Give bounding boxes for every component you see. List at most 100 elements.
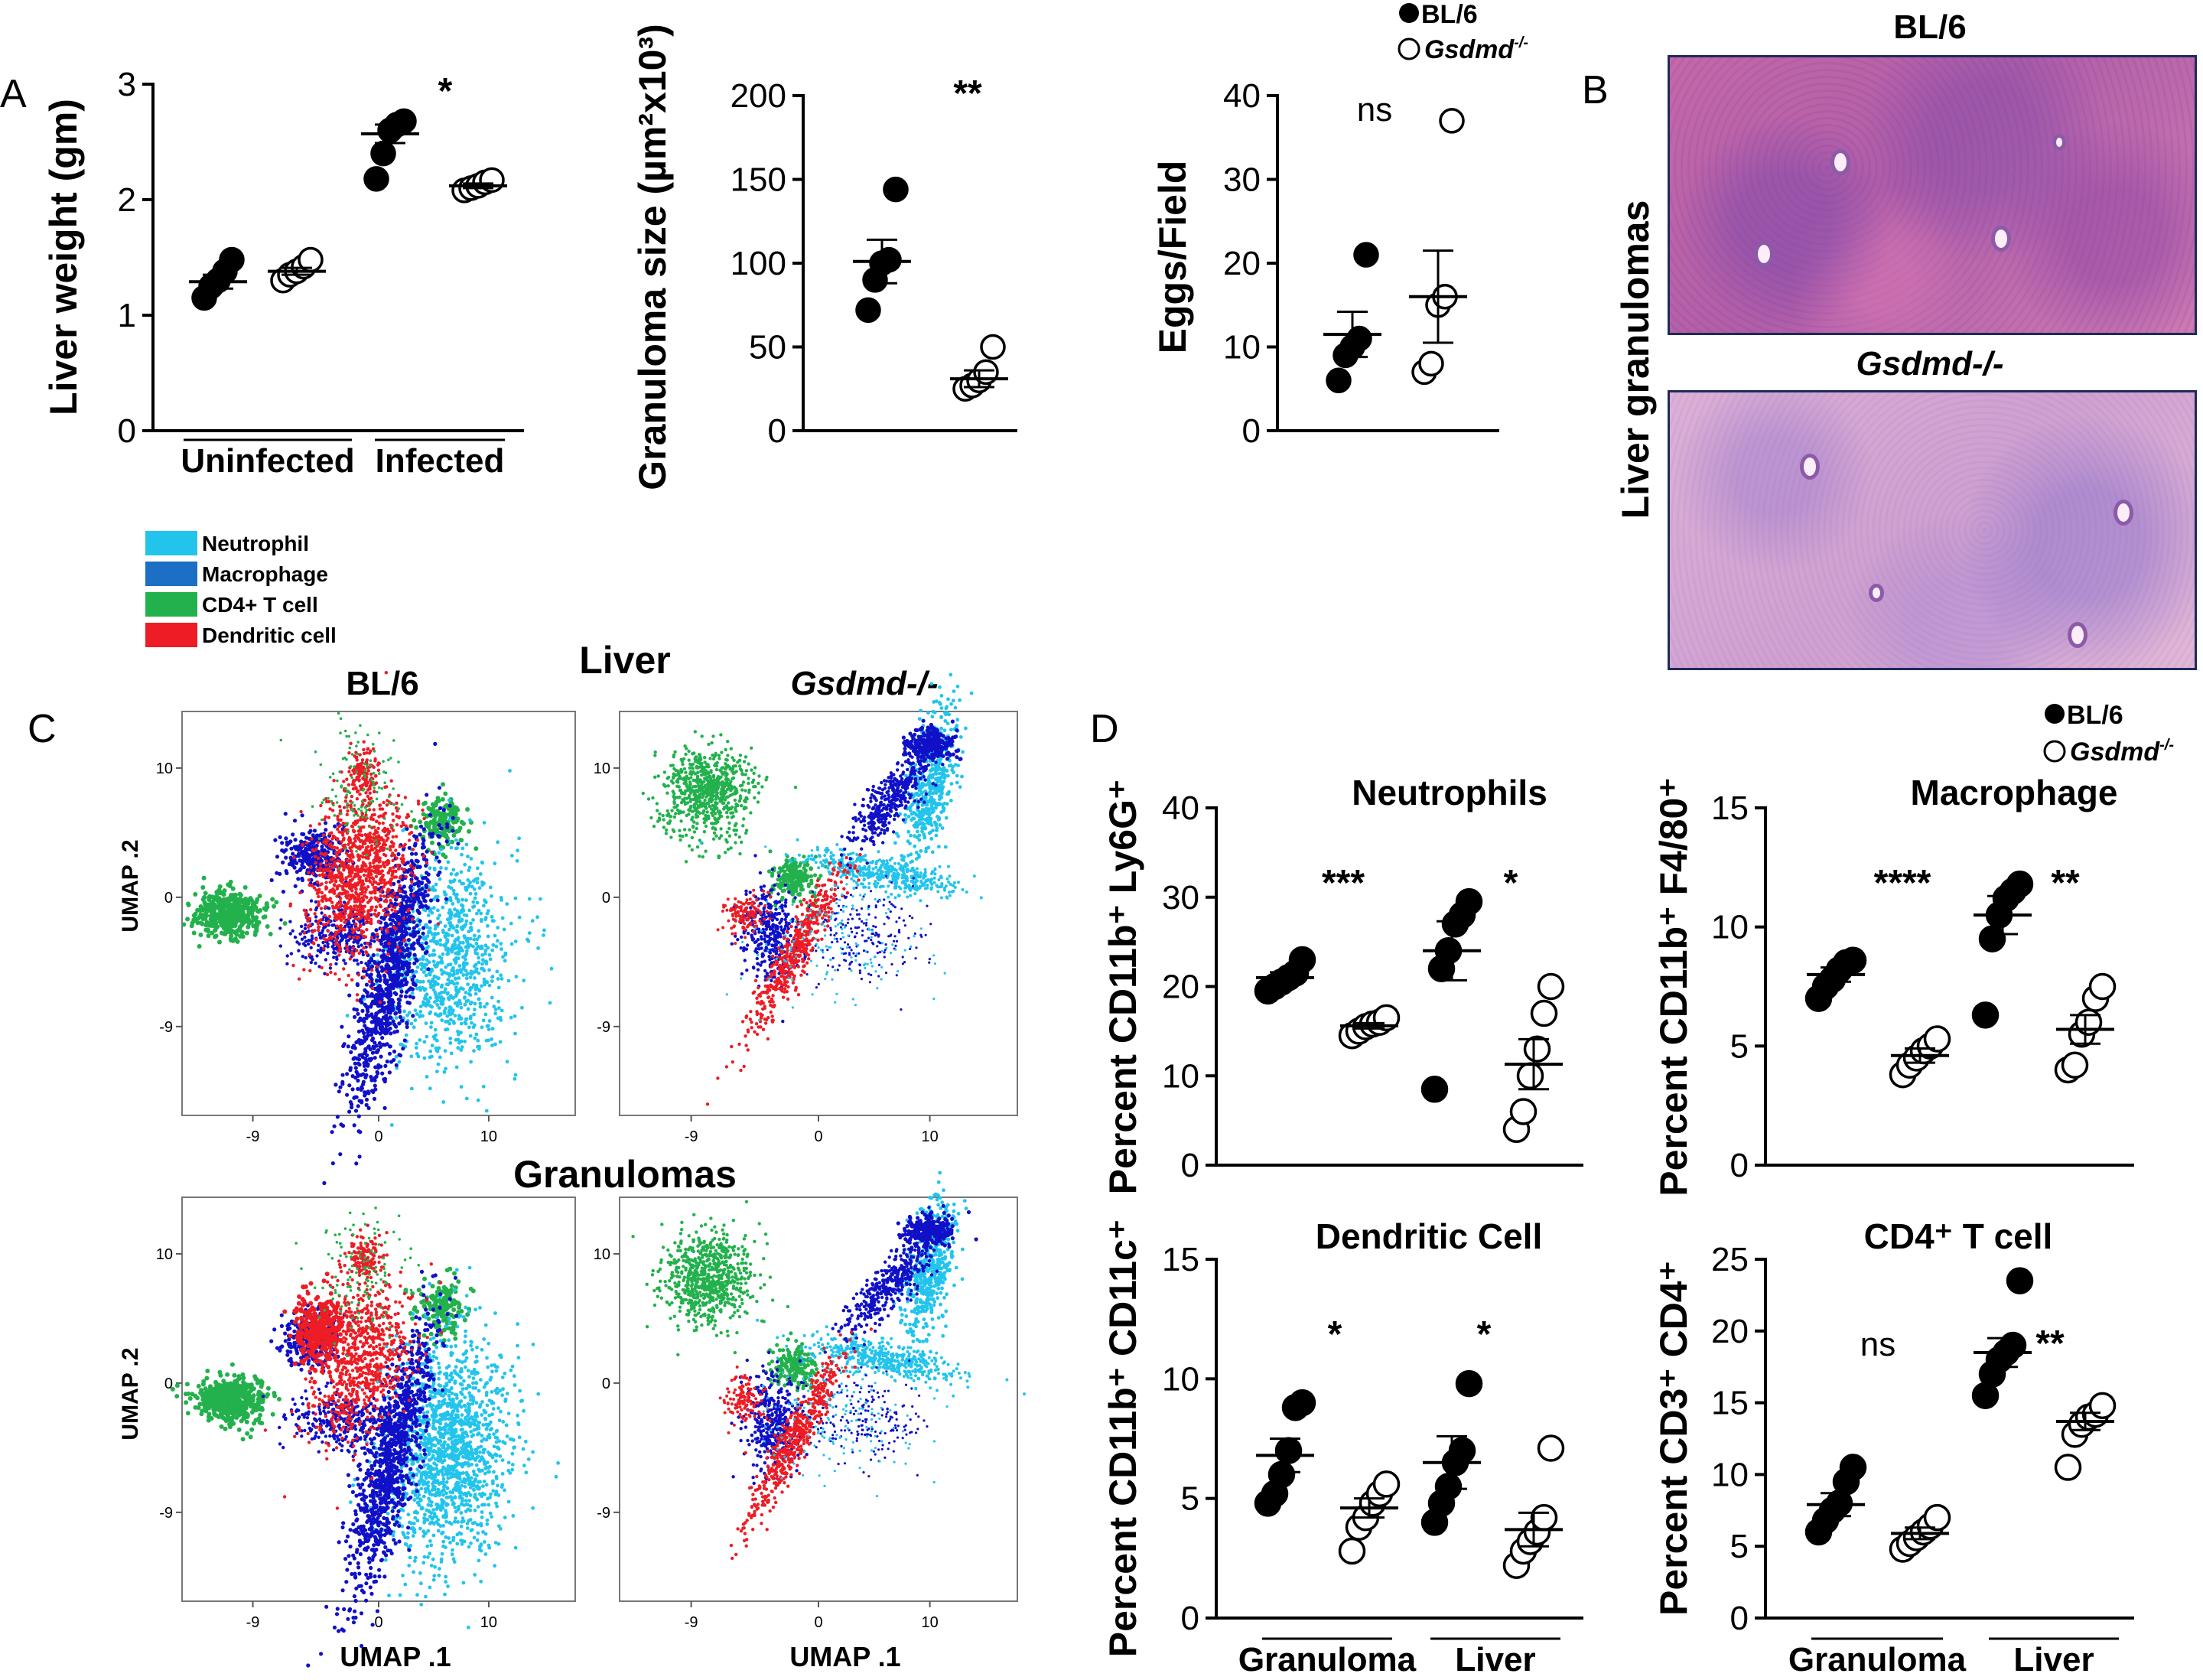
umap-point bbox=[413, 842, 418, 846]
umap-point bbox=[354, 913, 358, 917]
umap-point bbox=[229, 906, 234, 911]
umap-point bbox=[389, 848, 392, 852]
umap-point bbox=[378, 1004, 383, 1008]
umap-point bbox=[207, 902, 213, 907]
umap-point bbox=[439, 826, 444, 831]
umap-point bbox=[440, 796, 445, 802]
umap-point bbox=[301, 955, 304, 959]
umap-point bbox=[314, 834, 320, 838]
umap-point bbox=[386, 913, 390, 917]
umap-point bbox=[397, 760, 400, 763]
umap-point bbox=[446, 991, 450, 995]
umap-point bbox=[280, 848, 285, 853]
umap-point bbox=[433, 990, 438, 995]
umap-point bbox=[413, 1008, 418, 1013]
umap-point bbox=[390, 933, 394, 937]
umap-point bbox=[284, 855, 288, 860]
umap-point bbox=[498, 1040, 503, 1044]
umap-point bbox=[421, 1014, 425, 1018]
umap-point bbox=[380, 877, 384, 882]
umap-point bbox=[334, 918, 338, 922]
umap-point bbox=[493, 933, 497, 938]
umap-point bbox=[477, 908, 481, 913]
umap-point bbox=[744, 755, 748, 759]
umap-point bbox=[298, 890, 302, 895]
umap-point bbox=[459, 909, 464, 913]
umap-point bbox=[292, 845, 297, 849]
umap-point bbox=[345, 906, 349, 910]
umap-point bbox=[482, 980, 486, 985]
umap-point bbox=[221, 892, 226, 897]
umap-point bbox=[646, 797, 651, 801]
umap-point bbox=[347, 931, 351, 935]
umap-point bbox=[358, 753, 362, 757]
umap-point bbox=[203, 907, 208, 912]
umap-point bbox=[366, 885, 370, 889]
umap-point bbox=[457, 976, 461, 980]
umap-point bbox=[334, 962, 338, 966]
umap-point bbox=[379, 1054, 383, 1059]
umap-point bbox=[293, 884, 298, 888]
umap-point bbox=[428, 996, 432, 1000]
umap-point bbox=[375, 819, 379, 823]
umap-point bbox=[760, 785, 764, 789]
umap-point bbox=[428, 898, 434, 903]
umap-point bbox=[396, 974, 401, 978]
umap-point bbox=[371, 743, 375, 746]
umap-point bbox=[181, 922, 187, 927]
umap-point bbox=[466, 855, 470, 858]
umap-point bbox=[369, 939, 373, 943]
umap-point bbox=[343, 920, 347, 924]
umap-point bbox=[395, 959, 399, 964]
umap-point bbox=[452, 1021, 456, 1025]
umap-point bbox=[309, 907, 313, 912]
umap-point bbox=[535, 915, 539, 920]
umap-point bbox=[481, 1084, 486, 1089]
umap-point bbox=[392, 991, 398, 995]
umap-point bbox=[343, 823, 347, 827]
umap-point bbox=[657, 816, 662, 820]
umap-point bbox=[303, 926, 308, 931]
umap-point bbox=[279, 738, 283, 742]
umap-point bbox=[226, 916, 232, 921]
umap-point bbox=[490, 919, 495, 923]
umap-point bbox=[386, 907, 389, 910]
umap-point bbox=[356, 819, 360, 823]
umap-point bbox=[403, 796, 408, 799]
umap-point bbox=[369, 796, 373, 800]
umap-point bbox=[725, 830, 729, 835]
umap-point bbox=[350, 852, 354, 856]
umap-point bbox=[394, 935, 399, 940]
umap-point bbox=[322, 1180, 327, 1186]
umap-point bbox=[372, 808, 376, 812]
umap-point bbox=[418, 1004, 423, 1008]
umap-point bbox=[238, 917, 243, 922]
umap-point bbox=[365, 972, 369, 977]
umap-point bbox=[412, 961, 417, 965]
umap-point bbox=[332, 803, 335, 807]
umap-point bbox=[287, 862, 292, 867]
umap-point bbox=[454, 952, 459, 956]
umap-point bbox=[353, 814, 356, 817]
umap-point bbox=[394, 1016, 399, 1020]
umap-point bbox=[390, 946, 395, 951]
umap-point bbox=[449, 845, 454, 850]
umap-point bbox=[753, 796, 757, 800]
umap-point bbox=[326, 945, 330, 949]
umap-point bbox=[426, 913, 431, 917]
umap-point bbox=[718, 757, 721, 760]
umap-point bbox=[347, 1083, 352, 1088]
umap-point bbox=[459, 1085, 464, 1089]
umap-point bbox=[433, 1027, 438, 1032]
umap-point bbox=[520, 1005, 524, 1010]
umap-point bbox=[327, 920, 331, 923]
umap-point bbox=[340, 1124, 346, 1128]
umap-point bbox=[435, 1003, 440, 1007]
umap-point bbox=[404, 1033, 408, 1037]
umap-point bbox=[485, 1001, 489, 1006]
umap-point bbox=[450, 839, 455, 845]
umap-point bbox=[444, 832, 449, 838]
umap-point bbox=[320, 965, 324, 970]
umap-point bbox=[347, 993, 352, 998]
